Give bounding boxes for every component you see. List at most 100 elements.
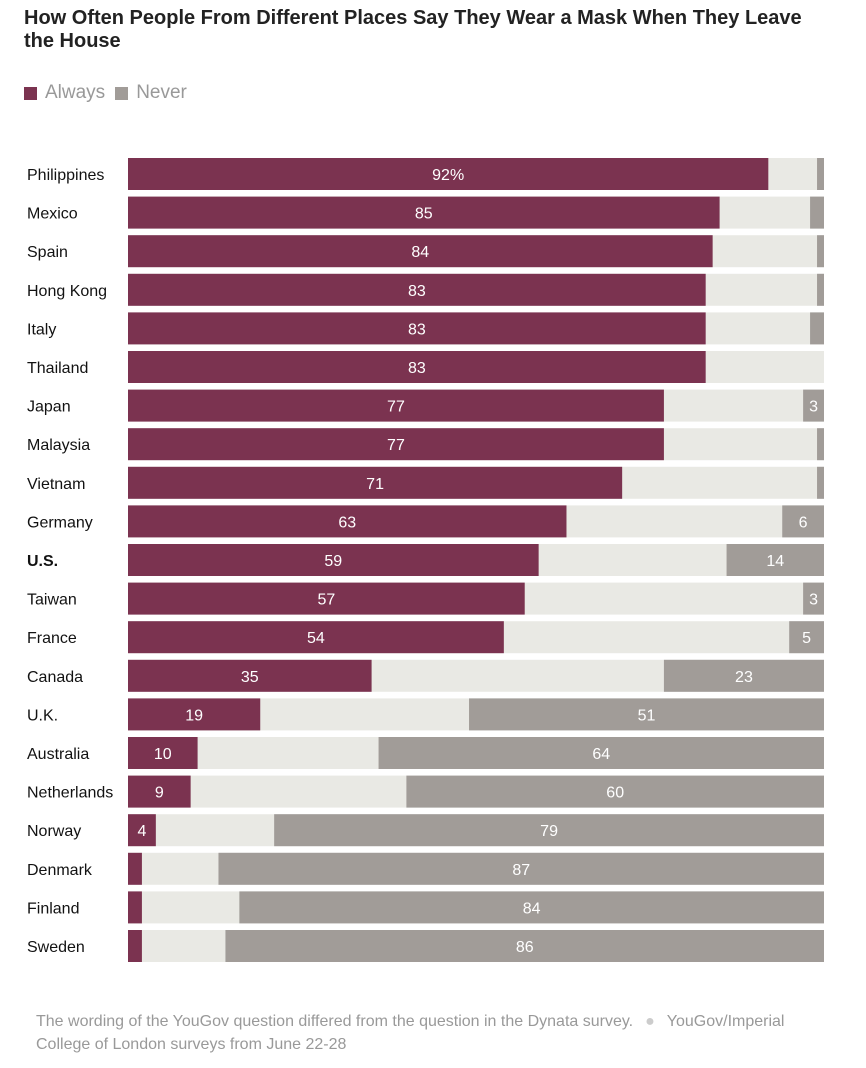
bar-always-denmark (128, 852, 142, 885)
legend-item-always: Always (24, 82, 105, 104)
bar-never-japan (803, 389, 824, 422)
bar-never-mexico (810, 196, 824, 229)
value-label-never-japan: 3 (809, 399, 818, 416)
category-label-australia: Australia (27, 746, 89, 763)
value-label-always-spain: 84 (411, 244, 429, 261)
bar-always-taiwan (128, 582, 525, 615)
category-label-u-k: U.K. (27, 707, 58, 724)
category-label-vietnam: Vietnam (27, 476, 85, 493)
bar-never-norway (274, 814, 824, 847)
bar-always-philippines (128, 158, 769, 190)
value-label-never-sweden: 86 (516, 939, 534, 956)
bar-never-u-s (726, 544, 824, 576)
value-label-always-hong-kong: 83 (408, 283, 426, 300)
category-label-italy: Italy (27, 321, 56, 338)
bar-always-germany (128, 505, 567, 538)
value-label-always-u-s: 59 (324, 553, 342, 570)
legend-label-always: Always (45, 82, 106, 103)
category-label-thailand: Thailand (27, 360, 88, 377)
bar-always-canada (128, 659, 372, 692)
value-label-always-malaysia: 77 (387, 437, 405, 454)
value-label-always-france: 54 (307, 630, 325, 647)
category-label-canada: Canada (27, 669, 83, 686)
category-label-japan: Japan (27, 399, 71, 416)
legend-item-never: Never (115, 82, 187, 104)
category-label-spain: Spain (27, 244, 68, 261)
bar-never-u-k (469, 698, 824, 731)
bar-never-vietnam (817, 466, 824, 499)
value-label-never-u-s: 14 (766, 553, 784, 570)
category-label-netherlands: Netherlands (27, 785, 113, 802)
bar-always-hong-kong (128, 273, 706, 306)
separator-dot-icon: ● (645, 1013, 655, 1030)
value-label-always-italy: 83 (408, 321, 426, 338)
bar-never-spain (817, 235, 824, 268)
footer: The wording of the YouGov question diffe… (36, 1010, 836, 1056)
value-label-always-australia: 10 (154, 746, 172, 763)
bar-never-france (789, 621, 824, 654)
bar-never-germany (782, 505, 824, 538)
bar-always-norway (128, 814, 156, 847)
bar-never-hong-kong (817, 273, 824, 306)
bar-never-canada (663, 659, 824, 692)
bar-always-mexico (128, 196, 720, 229)
category-label-finland: Finland (27, 900, 79, 917)
category-label-u-s: U.S. (27, 553, 58, 570)
category-label-denmark: Denmark (27, 862, 93, 879)
bar-always-u-s (128, 544, 539, 576)
bar-always-france (128, 621, 504, 654)
value-label-always-vietnam: 71 (366, 476, 384, 493)
value-label-always-mexico: 85 (415, 206, 433, 223)
value-label-never-taiwan: 3 (809, 592, 818, 609)
category-label-hong-kong: Hong Kong (27, 283, 107, 300)
bar-never-malaysia (817, 428, 824, 461)
bar-always-netherlands (128, 775, 191, 808)
bar-always-thailand (128, 351, 706, 383)
value-label-always-u-k: 19 (185, 707, 203, 724)
value-label-always-norway: 4 (137, 823, 146, 840)
bar-always-spain (128, 235, 713, 268)
value-label-never-u-k: 51 (638, 707, 656, 724)
footer-note: The wording of the YouGov question diffe… (36, 1013, 634, 1030)
stacked-bar-chart: Philippines 92% Mexico 85 Spain 84 Hong Kong 83… (27, 158, 825, 962)
value-label-always-thailand: 83 (408, 360, 426, 377)
bar-never-finland (239, 891, 825, 924)
value-label-never-australia: 64 (592, 746, 610, 763)
value-label-never-denmark: 87 (512, 862, 530, 879)
category-label-sweden: Sweden (27, 939, 85, 956)
bar-always-u-k (128, 698, 261, 731)
value-label-never-finland: 84 (523, 900, 541, 917)
bar-always-malaysia (128, 428, 664, 461)
bar-never-philippines (817, 158, 824, 190)
category-label-malaysia: Malaysia (27, 437, 90, 454)
bar-never-sweden (225, 930, 824, 962)
bar-always-finland (128, 891, 142, 924)
value-label-never-norway: 79 (540, 823, 558, 840)
legend-label-never: Never (136, 82, 187, 103)
chart-title: How Often People From Different Places S… (24, 7, 802, 52)
category-label-mexico: Mexico (27, 206, 78, 223)
footer-source: YouGov/Imperial College of London survey… (36, 1013, 785, 1053)
legend: Always Never (24, 81, 197, 105)
bar-always-vietnam (128, 466, 623, 499)
value-label-never-canada: 23 (735, 669, 753, 686)
value-label-always-netherlands: 9 (155, 785, 164, 802)
bar-never-italy (810, 312, 824, 345)
category-label-philippines: Philippines (27, 167, 104, 184)
value-label-always-japan: 77 (387, 399, 405, 416)
legend-swatch-never (115, 86, 129, 100)
bar-always-japan (128, 389, 664, 422)
bar-always-australia (128, 737, 198, 769)
value-label-always-philippines: 92% (432, 167, 464, 184)
bar-never-denmark (218, 852, 825, 885)
value-label-never-netherlands: 60 (606, 785, 624, 802)
bar-never-netherlands (406, 775, 824, 808)
value-label-always-germany: 63 (338, 514, 356, 531)
category-label-germany: Germany (27, 514, 93, 531)
value-label-always-canada: 35 (241, 669, 259, 686)
value-label-never-germany: 6 (799, 514, 808, 531)
category-label-norway: Norway (27, 823, 81, 840)
bar-never-taiwan (803, 582, 824, 615)
category-label-france: France (27, 630, 77, 647)
bar-never-australia (378, 737, 824, 769)
